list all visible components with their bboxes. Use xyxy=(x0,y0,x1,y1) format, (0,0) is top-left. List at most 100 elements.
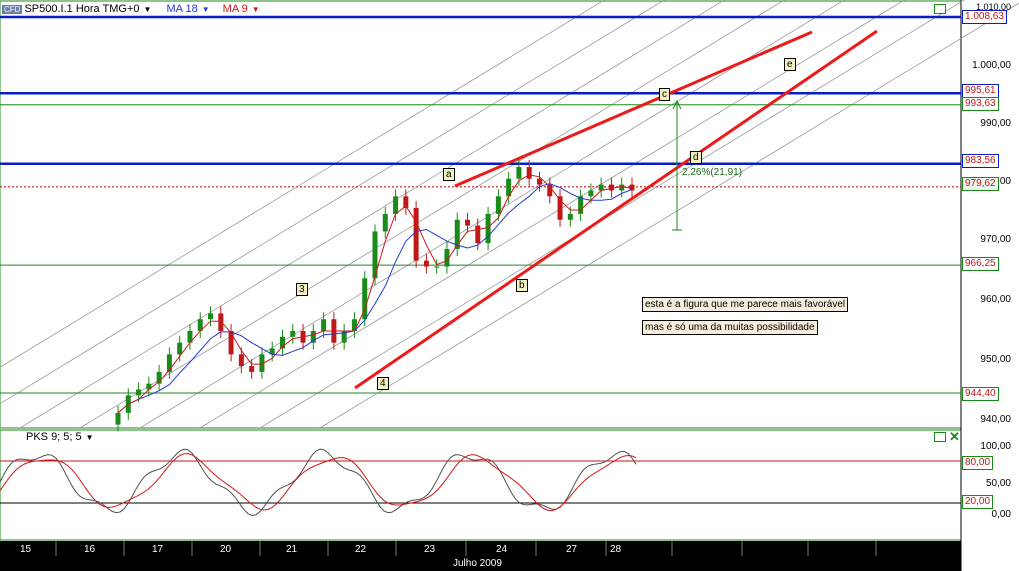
candle-body xyxy=(166,354,172,372)
wave-label-e[interactable]: e xyxy=(784,58,796,71)
y-tick-label: 970,00 xyxy=(980,234,1011,245)
maximize-icon[interactable] xyxy=(934,4,946,14)
x-axis-bar xyxy=(0,541,961,571)
candle-body xyxy=(403,196,409,209)
caret-down-icon[interactable]: ▼ xyxy=(251,5,260,14)
measure-label: 2,26%(21,91) xyxy=(682,167,743,178)
candle-body xyxy=(228,330,234,355)
osc-d-line xyxy=(0,453,637,512)
x-tick-label: 27 xyxy=(566,544,578,555)
candle-body xyxy=(197,319,203,331)
candle-body xyxy=(598,184,604,191)
chart-header: CFD SP500.I.1 Hora TMG+0 ▼ MA 18 ▼ MA 9 ▼ xyxy=(2,3,260,15)
x-tick-label: 28 xyxy=(610,544,622,555)
candle-body xyxy=(187,330,193,343)
y-tick-label: 50,00 xyxy=(985,478,1011,489)
candle-body xyxy=(208,313,214,320)
osc-level-label: 80,00 xyxy=(962,456,994,470)
annotation-note[interactable]: mas é só uma da muitas possibilidade xyxy=(642,320,818,335)
x-tick-label: 16 xyxy=(84,544,96,555)
indicator-label[interactable]: PKS 9; 5; 5 xyxy=(26,431,82,443)
candle-body xyxy=(321,319,327,331)
symbol-label[interactable]: SP500.I.1 Hora TMG+0 xyxy=(24,3,140,15)
ma9-label[interactable]: MA 9 xyxy=(222,3,248,15)
close-icon[interactable]: ✕ xyxy=(949,429,960,444)
x-tick-label: 21 xyxy=(286,544,298,555)
x-tick-label: 20 xyxy=(220,544,232,555)
indicator-header: PKS 9; 5; 5 ▼ xyxy=(26,431,94,443)
candle-body xyxy=(423,260,429,267)
x-tick-label: 17 xyxy=(152,544,164,555)
price-label: 944,40 xyxy=(962,387,999,401)
wave-label-b[interactable]: b xyxy=(516,279,528,292)
price-label: 983,56 xyxy=(962,154,999,168)
y-tick-label: 100,00 xyxy=(980,441,1011,452)
channel-line xyxy=(19,0,725,429)
candle-body xyxy=(444,248,450,267)
candle-body xyxy=(629,184,635,191)
y-tick-label: 1.000,00 xyxy=(972,60,1011,71)
candle-body xyxy=(475,225,481,244)
candle-body xyxy=(516,167,522,179)
candle-body xyxy=(536,178,542,185)
candle-body xyxy=(578,196,584,214)
cfd-logo: CFD xyxy=(2,5,23,14)
osc-level-label: 20,00 xyxy=(962,495,994,509)
y-tick-label: 0,00 xyxy=(991,509,1011,520)
maximize-icon[interactable] xyxy=(934,432,946,442)
candle-body xyxy=(115,412,121,425)
ma18-line xyxy=(117,183,633,414)
channel-line xyxy=(199,0,905,429)
candle-body xyxy=(608,184,614,191)
wave-label-4[interactable]: 4 xyxy=(377,377,389,390)
candle-body xyxy=(249,366,255,372)
ma18-label[interactable]: MA 18 xyxy=(166,3,198,15)
y-tick-label: 940,00 xyxy=(980,414,1011,425)
y-tick-label: 1.010,00 xyxy=(975,2,1011,12)
candle-body xyxy=(506,178,512,197)
wave-label-c[interactable]: c xyxy=(659,88,670,101)
candle-body xyxy=(238,354,244,367)
caret-down-icon[interactable]: ▼ xyxy=(85,433,94,442)
candle-body xyxy=(351,319,357,331)
wave-label-d[interactable]: d xyxy=(690,151,702,164)
caret-down-icon[interactable]: ▼ xyxy=(143,5,152,14)
channel-line xyxy=(79,0,785,429)
price-label: 993,63 xyxy=(962,97,999,111)
annotation-note[interactable]: esta é a figura que me parece mais favor… xyxy=(642,297,849,312)
x-axis-label: Julho 2009 xyxy=(453,558,502,569)
channel-line xyxy=(319,2,1019,429)
candle-body xyxy=(177,342,183,355)
caret-down-icon[interactable]: ▼ xyxy=(201,5,210,14)
candle-body xyxy=(454,219,460,249)
candle-body xyxy=(413,208,419,261)
candle-body xyxy=(382,213,388,232)
y-tick-label: 950,00 xyxy=(980,354,1011,365)
candle-body xyxy=(526,167,532,179)
candle-body xyxy=(218,313,224,331)
candle-body xyxy=(619,184,625,191)
candle-body xyxy=(290,330,296,337)
price-label: 1.008,63 xyxy=(962,10,1007,24)
candle-body xyxy=(156,371,162,384)
x-tick-label: 15 xyxy=(20,544,32,555)
candle-body xyxy=(362,278,368,320)
candle-body xyxy=(465,219,471,226)
candle-body xyxy=(269,348,275,355)
candle-body xyxy=(146,383,152,390)
candle-body xyxy=(495,196,501,214)
y-tick-label: 990,00 xyxy=(980,118,1011,129)
ma9-line xyxy=(117,174,633,414)
wave-label-3[interactable]: 3 xyxy=(296,283,308,296)
candle-body xyxy=(259,354,265,372)
candle-body xyxy=(372,231,378,279)
candle-body xyxy=(341,330,347,343)
price-label: 966,25 xyxy=(962,257,999,271)
price-label: 995,61 xyxy=(962,84,999,98)
candle-body xyxy=(279,336,285,349)
current-price-label: 979,62 xyxy=(962,177,999,191)
candle-body xyxy=(485,213,491,244)
wave-label-a[interactable]: a xyxy=(443,168,455,181)
channel-line xyxy=(0,0,605,368)
